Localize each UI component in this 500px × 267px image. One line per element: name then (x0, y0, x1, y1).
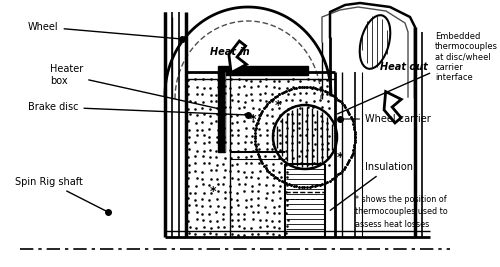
Text: Wheel carrier: Wheel carrier (343, 114, 431, 124)
Polygon shape (384, 92, 402, 123)
Text: Heat out: Heat out (380, 62, 428, 72)
Text: Insulation: Insulation (330, 162, 413, 210)
Text: Heater
box: Heater box (50, 64, 217, 108)
Text: Embedded
thermocouples
at disc/wheel
carrier
interface: Embedded thermocouples at disc/wheel car… (338, 32, 498, 114)
Text: *: * (275, 99, 281, 112)
Circle shape (273, 105, 337, 169)
Text: Heat in: Heat in (210, 47, 250, 57)
Bar (218, 66, 308, 75)
Text: *: * (210, 186, 216, 198)
Text: * shows the position of
thermocouples used to
assess heat losses: * shows the position of thermocouples us… (355, 195, 448, 229)
Text: Spin Rig shaft: Spin Rig shaft (15, 177, 106, 211)
Ellipse shape (360, 15, 390, 69)
Bar (218, 72, 225, 152)
Text: Brake disc: Brake disc (28, 102, 245, 115)
Text: *: * (250, 112, 256, 125)
Polygon shape (229, 41, 246, 73)
Text: *: * (337, 151, 343, 163)
Text: Wheel: Wheel (28, 22, 179, 39)
